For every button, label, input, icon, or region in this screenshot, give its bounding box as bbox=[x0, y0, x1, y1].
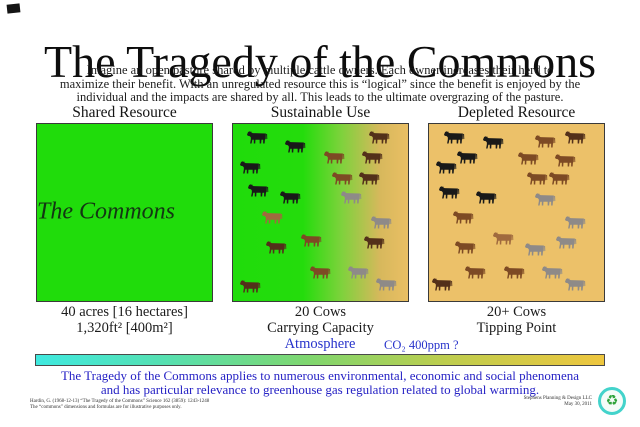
panel-sustainable-use bbox=[232, 123, 409, 302]
cow-icon bbox=[248, 184, 270, 198]
cow-icon bbox=[444, 131, 466, 145]
caption-line: 40 acres [16 hectares] bbox=[61, 304, 188, 320]
cow-icon bbox=[348, 266, 370, 280]
cow-icon bbox=[247, 131, 269, 145]
scan-corner-mark bbox=[6, 3, 21, 14]
cow-icon bbox=[527, 172, 549, 186]
cow-icon bbox=[465, 266, 487, 280]
cow-icon bbox=[371, 216, 393, 230]
panel-shared-resource: The Commons bbox=[36, 123, 213, 302]
heading-sustainable-use: Sustainable Use bbox=[270, 104, 371, 121]
atmosphere-label: Atmosphere bbox=[284, 336, 356, 352]
cow-icon bbox=[525, 243, 547, 257]
commons-label: The Commons bbox=[37, 197, 176, 224]
panel-depleted-resource bbox=[428, 123, 605, 302]
atmosphere-gradient-bar bbox=[35, 354, 605, 366]
publisher-logo: ♻ bbox=[598, 387, 626, 415]
cow-icon bbox=[436, 161, 458, 175]
heading-shared-resource: Shared Resource bbox=[72, 104, 177, 121]
cow-icon bbox=[565, 278, 587, 292]
caption-line: 20+ Cows bbox=[486, 304, 547, 320]
cow-icon bbox=[266, 241, 288, 255]
page-title: The Tragedy of the Commons bbox=[44, 35, 596, 87]
cow-icon bbox=[476, 191, 498, 205]
cow-icon bbox=[535, 193, 557, 207]
cow-icon bbox=[493, 232, 515, 246]
intro-line: maximize their benefit. With an unregula… bbox=[59, 76, 581, 91]
caption-depleted-resource: 20+ Cows Tipping Point bbox=[428, 304, 605, 336]
cow-icon bbox=[285, 140, 307, 154]
caption-line: Tipping Point bbox=[476, 319, 557, 336]
cow-icon bbox=[369, 131, 391, 145]
panel-captions-row: 40 acres [16 hectares] 1,320ft² [400m²] … bbox=[36, 304, 605, 336]
intro-line: individual and the impacts are shared by… bbox=[76, 90, 564, 104]
intro-line: Imagine an open pasture shared by multip… bbox=[86, 63, 554, 77]
cow-icon bbox=[555, 154, 577, 168]
intro-paragraph: Imagine an open pasture shared by multip… bbox=[0, 63, 640, 105]
cow-icon bbox=[565, 216, 587, 230]
cow-icon bbox=[483, 136, 505, 150]
cow-icon bbox=[432, 278, 454, 292]
caption-shared-resource: 40 acres [16 hectares] 1,320ft² [400m²] bbox=[36, 304, 213, 336]
caption-line: 1,320ft² [400m²] bbox=[76, 319, 173, 336]
cow-icon bbox=[457, 151, 479, 165]
cow-icon bbox=[455, 241, 477, 255]
cow-icon bbox=[324, 151, 346, 165]
co2-level-label: CO₂ 400ppm ? bbox=[384, 338, 459, 352]
cow-icon bbox=[341, 191, 363, 205]
cow-icon bbox=[518, 152, 540, 166]
cow-icon bbox=[453, 211, 475, 225]
cow-icon bbox=[240, 161, 262, 175]
cow-icon bbox=[301, 234, 323, 248]
panels-row: The Commons bbox=[36, 123, 605, 302]
cow-icon bbox=[565, 131, 587, 145]
cow-icon bbox=[332, 172, 354, 186]
message-line: The Tragedy of the Commons applies to nu… bbox=[60, 368, 580, 383]
credit-block: Stephens Planning & Design LLC May 30, 2… bbox=[524, 396, 592, 408]
caption-line: 20 Cows bbox=[294, 304, 347, 320]
cow-icon bbox=[439, 186, 461, 200]
cow-icon bbox=[504, 266, 526, 280]
cow-icon bbox=[310, 266, 332, 280]
cow-icon bbox=[556, 236, 578, 250]
caption-sustainable-use: 20 Cows Carrying Capacity bbox=[232, 304, 409, 336]
citation-line: Hardin, G. (1968-12-13) “The Tragedy of … bbox=[30, 399, 210, 404]
cow-icon bbox=[364, 236, 386, 250]
cow-icon bbox=[359, 172, 381, 186]
panel-headings-row: Shared Resource Sustainable Use Depleted… bbox=[36, 104, 605, 122]
citation-block: Hardin, G. (1968-12-13) “The Tragedy of … bbox=[30, 399, 209, 411]
cow-icon bbox=[262, 211, 284, 225]
credit-line: Stephens Planning & Design LLC bbox=[523, 396, 592, 401]
citation-line: The “commons” dimensions and formulas ar… bbox=[30, 405, 182, 410]
recycle-icon: ♻ bbox=[605, 393, 619, 409]
message-line: and has particular relevance to greenhou… bbox=[100, 381, 540, 397]
heading-depleted-resource: Depleted Resource bbox=[457, 104, 576, 121]
caption-line: Carrying Capacity bbox=[267, 319, 374, 336]
cow-icon bbox=[542, 266, 564, 280]
closing-message: The Tragedy of the Commons applies to nu… bbox=[0, 369, 640, 396]
cow-icon bbox=[240, 280, 262, 294]
cow-icon bbox=[376, 278, 398, 292]
cow-icon bbox=[549, 172, 571, 186]
credit-line: May 30, 2011 bbox=[564, 402, 592, 407]
cow-icon bbox=[535, 135, 557, 149]
cow-icon bbox=[280, 191, 302, 205]
cow-icon bbox=[362, 151, 384, 165]
